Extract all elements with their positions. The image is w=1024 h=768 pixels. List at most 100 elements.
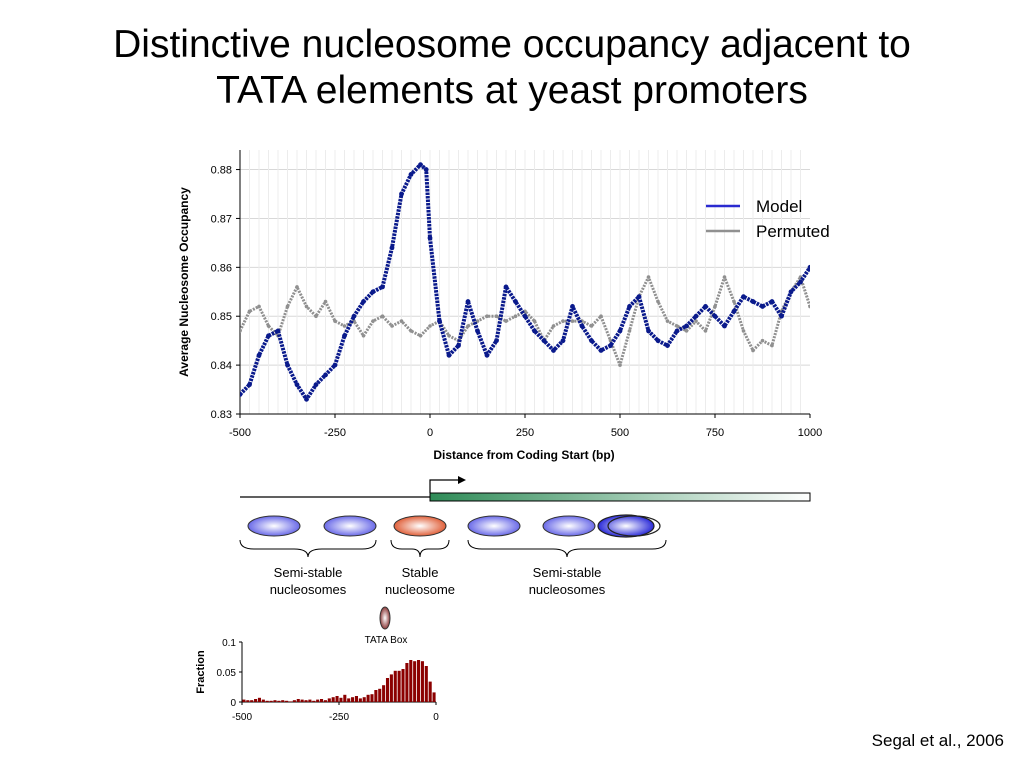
hist-bar [285, 700, 289, 702]
main-legend: Model Permuted [706, 197, 830, 241]
permuted-point [513, 314, 518, 319]
nucleosome-semi-stable-overlap [607, 515, 661, 537]
model-point [589, 338, 594, 344]
hist-bar [358, 698, 362, 702]
permuted-point [694, 319, 698, 323]
model-point [266, 333, 271, 339]
model-point [342, 333, 347, 339]
model-point [598, 348, 604, 353]
hist-bar [265, 700, 269, 702]
label-semi-stable-right-2: nucleosomes [529, 582, 606, 597]
model-point [446, 352, 452, 358]
label-stable-1: Stable [402, 565, 439, 580]
main-x-tick-label: 250 [516, 427, 534, 439]
hist-bar [366, 694, 370, 702]
model-point [636, 294, 642, 300]
model-point [332, 362, 338, 368]
label-stable-2: nucleosome [385, 582, 455, 597]
model-point [570, 304, 575, 309]
permuted-point [703, 329, 708, 333]
hist-bar [370, 694, 374, 702]
permuted-point [371, 319, 375, 323]
permuted-point [295, 285, 299, 289]
hist-bar [277, 700, 281, 702]
main-x-tick-label: -500 [229, 427, 251, 439]
model-point [513, 299, 518, 304]
permuted-point [361, 333, 366, 338]
model-point [722, 323, 727, 329]
hist-bar [300, 699, 304, 702]
hist-x-tick-label: 0 [433, 712, 439, 723]
permuted-point [342, 324, 347, 328]
hist-bars [242, 660, 436, 702]
hist-bar [304, 700, 308, 702]
permuted-point [240, 329, 242, 333]
permuted-point [722, 275, 727, 279]
hist-bar [347, 698, 351, 702]
hist-bar [250, 700, 254, 702]
permuted-point [561, 319, 565, 323]
permuted-point [608, 338, 613, 343]
nucleosome-stable [393, 515, 447, 537]
hist-bar [296, 699, 300, 702]
model-point [522, 313, 528, 319]
permuted-point [247, 309, 252, 314]
main-y-tick-label: 0.86 [211, 262, 232, 274]
model-point [351, 313, 357, 319]
hist-bar [343, 694, 347, 702]
permuted-point [285, 304, 290, 309]
legend-label-model: Model [756, 197, 802, 216]
model-point [798, 279, 803, 285]
model-point [380, 284, 385, 290]
hist-bar [273, 700, 277, 702]
title-line-1: Distinctive nucleosome occupancy adjacen… [113, 23, 911, 66]
permuted-point [390, 324, 394, 328]
nucleosome-semi-stable [323, 515, 377, 537]
hist-bar [312, 700, 316, 702]
hist-bar [254, 699, 258, 702]
hist-bar [428, 681, 432, 702]
permuted-point [589, 324, 594, 328]
hist-bar [432, 692, 436, 702]
arrow-head-icon [458, 476, 466, 484]
model-point [361, 299, 366, 304]
citation: Segal et al., 2006 [871, 731, 1004, 750]
hist-bar [409, 660, 413, 702]
model-point [484, 352, 490, 358]
main-x-tick-label: 0 [427, 427, 433, 439]
model-point [503, 284, 509, 290]
slide-title: Distinctive nucleosome occupancy adjacen… [0, 22, 1024, 114]
main-y-tick-label: 0.83 [211, 409, 232, 421]
hist-bar [339, 697, 343, 702]
permuted-point [732, 299, 736, 304]
hist-bar [261, 699, 265, 702]
model-point [779, 313, 784, 319]
model-point [693, 313, 699, 319]
model-point [731, 308, 737, 314]
hist-bar [413, 661, 417, 702]
permuted-point [257, 304, 261, 309]
label-semi-stable-left-1: Semi-stable [274, 565, 343, 580]
permuted-point [618, 363, 622, 367]
main-y-ticks: 0.83 0.84 0.85 0.86 0.87 0.88 [211, 165, 240, 421]
brace-semi-stable-right [467, 539, 667, 558]
model-point [665, 343, 670, 348]
title-line-2: TATA elements at yeast promoters [216, 69, 808, 112]
model-point [423, 167, 429, 172]
permuted-point [770, 343, 774, 348]
hist-y-tick-label: 0 [230, 698, 236, 709]
model-point [560, 338, 566, 344]
hist-bar [335, 696, 339, 702]
hist-bar [257, 697, 261, 702]
model-point [475, 328, 480, 334]
tata-box-icon [379, 606, 391, 630]
hist-bar [269, 700, 273, 702]
hist-bar [417, 660, 421, 702]
hist-x-tick-label: -250 [329, 712, 349, 723]
nucleosome-semi-stable [542, 515, 596, 537]
brace-semi-stable-left [239, 539, 377, 558]
permuted-point [485, 314, 489, 319]
hist-bar [397, 670, 401, 702]
model-point [684, 323, 689, 329]
permuted-point [314, 314, 318, 319]
